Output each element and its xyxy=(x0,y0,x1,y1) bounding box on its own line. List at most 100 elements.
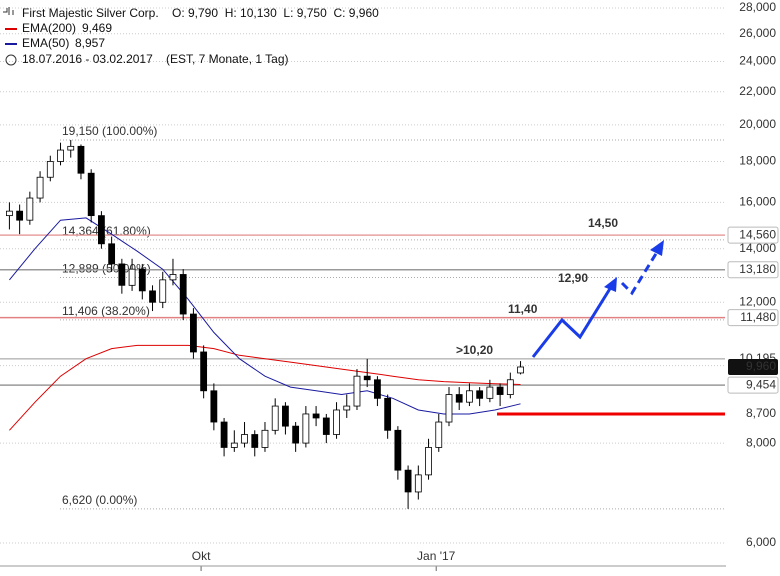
candle-body xyxy=(16,210,24,221)
y-tick-label: 14,000 xyxy=(739,241,776,255)
y-tick-label: 22,000 xyxy=(739,84,776,98)
candle-body xyxy=(374,379,381,399)
candle-body xyxy=(394,429,402,471)
candle-body xyxy=(57,149,64,162)
candle-body xyxy=(261,429,269,448)
y-tick-label: 16,000 xyxy=(739,195,776,209)
level-label: 8,700 xyxy=(746,406,776,420)
x-tick-label: Okt xyxy=(192,549,211,563)
candle-body xyxy=(36,176,44,199)
y-tick-label: 6,000 xyxy=(746,535,776,549)
candle-body xyxy=(190,313,197,353)
header: First Majestic Silver Corp. O: 9,790 H: … xyxy=(3,6,379,66)
candle-body xyxy=(230,442,238,448)
candle-body xyxy=(251,434,259,448)
candle-body xyxy=(118,263,126,286)
y-tick-label: 28,000 xyxy=(739,0,776,14)
candle-body xyxy=(271,405,279,431)
candle-body xyxy=(98,215,105,245)
target-label: 14,50 xyxy=(588,216,618,230)
candle-body xyxy=(200,351,208,392)
candle-body xyxy=(169,274,177,281)
candle-body xyxy=(476,390,484,399)
legend-value: 9,469 xyxy=(82,21,112,35)
last-price-box xyxy=(728,358,778,375)
chart-icon xyxy=(3,7,14,15)
fib-label: 19,150 (100.00%) xyxy=(62,124,157,138)
candle-body xyxy=(435,421,443,448)
candle-body xyxy=(108,243,116,265)
candle-body xyxy=(414,474,422,493)
candle-body xyxy=(46,161,54,178)
y-tick-label: 20,000 xyxy=(739,117,776,131)
clock-icon xyxy=(5,54,17,66)
legend-value: 8,957 xyxy=(75,36,105,50)
level-box xyxy=(727,376,779,394)
candle-body xyxy=(77,145,85,174)
target-label: >10,20 xyxy=(456,343,493,357)
candle-body xyxy=(404,469,412,493)
candle-body xyxy=(302,413,310,444)
ema-line xyxy=(9,344,521,431)
candle-body xyxy=(486,386,494,399)
level-label: 9,454 xyxy=(746,377,776,391)
candle-body xyxy=(425,447,432,476)
candle-body xyxy=(312,413,320,419)
y-tick-label: 24,000 xyxy=(739,54,776,68)
candle-body xyxy=(292,425,300,444)
candle-body xyxy=(282,405,289,427)
target-label: 12,90 xyxy=(558,271,588,285)
title: First Majestic Silver Corp. xyxy=(22,6,159,20)
period: 18.07.2016 - 03.02.2017 xyxy=(22,52,153,66)
candle-body xyxy=(353,375,361,407)
y-tick-label: 8,000 xyxy=(746,435,776,449)
target-label: 11,40 xyxy=(508,302,538,316)
fib-label: 6,620 (0.00%) xyxy=(62,493,137,507)
ohlc: O: 9,790 H: 10,130 L: 9,750 C: 9,960 xyxy=(172,6,379,20)
ema-line xyxy=(9,217,521,415)
candle-body xyxy=(220,421,228,448)
level-label: 13,180 xyxy=(739,262,776,276)
candle-body xyxy=(343,405,351,411)
level-label: 14,560 xyxy=(739,227,776,241)
candle-body xyxy=(517,366,524,374)
candle-body xyxy=(210,390,218,423)
candle-body xyxy=(26,197,34,221)
level-box xyxy=(727,309,779,327)
candle-body xyxy=(87,172,95,217)
candle-body xyxy=(241,434,248,444)
candle-body xyxy=(138,268,146,292)
legend-name: EMA(200) xyxy=(22,21,76,35)
last-price-label: 9,960 xyxy=(746,359,776,373)
candle-body xyxy=(445,394,453,423)
candle-body xyxy=(333,409,340,435)
candle-body xyxy=(496,386,504,395)
x-tick-label: Jan '17 xyxy=(417,549,456,563)
y-tick-label: 26,000 xyxy=(739,26,776,40)
legend-name: EMA(50) xyxy=(22,36,69,50)
candle-body xyxy=(322,417,330,435)
level-box xyxy=(727,226,779,244)
y-tick-label: 18,000 xyxy=(739,154,776,168)
y-tick-label: 12,000 xyxy=(739,294,776,308)
candle-body xyxy=(67,145,75,151)
candle-body xyxy=(466,390,473,403)
candle-body xyxy=(455,394,463,403)
level-box xyxy=(727,261,779,279)
fib-label: 11,406 (38.20%) xyxy=(62,304,150,318)
period-note: (EST, 7 Monate, 1 Tag) xyxy=(166,52,289,66)
level-label: 11,480 xyxy=(740,310,776,324)
candle-body xyxy=(128,268,136,286)
candle-body xyxy=(179,274,187,315)
candle-body xyxy=(6,210,13,217)
fib-label: 12,889 (50.00%) xyxy=(62,262,151,276)
candle-body xyxy=(149,290,156,303)
candle-body xyxy=(506,379,514,395)
candle-body xyxy=(363,375,371,381)
candle-body xyxy=(159,279,167,303)
forecast-arrow xyxy=(531,240,664,358)
candle-body xyxy=(384,397,392,431)
